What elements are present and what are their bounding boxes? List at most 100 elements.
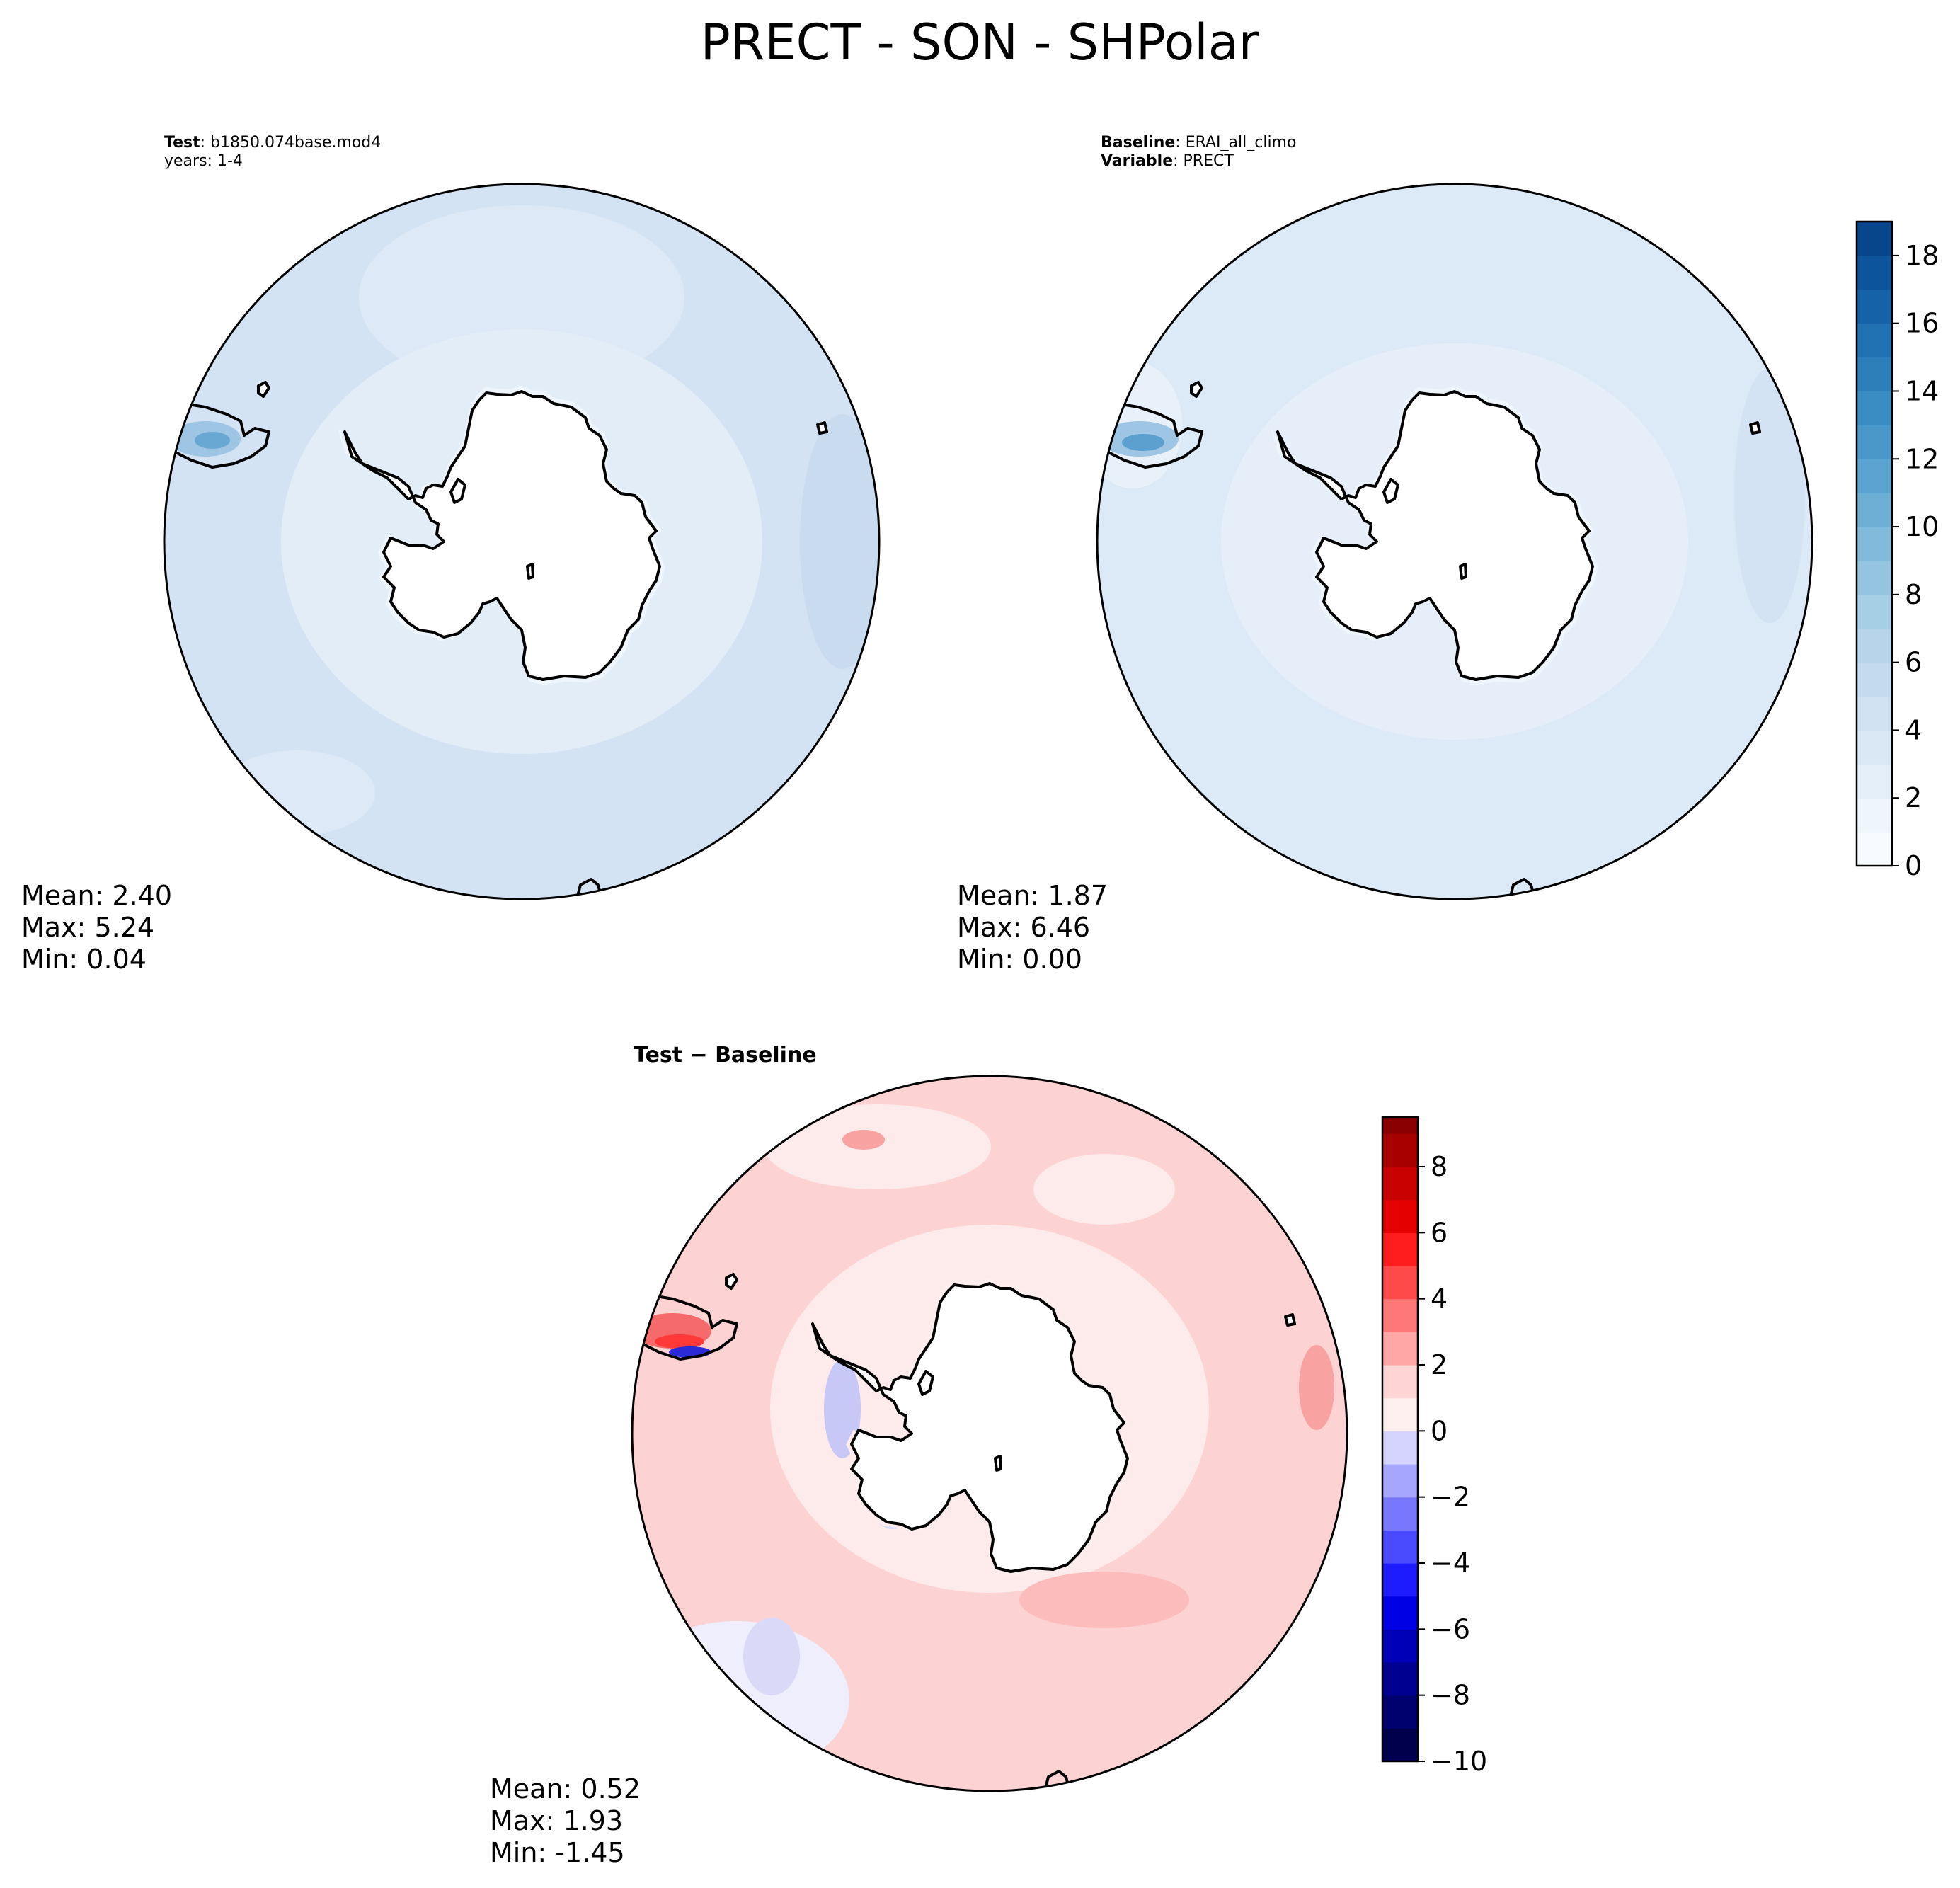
diff-colorbar-segment bbox=[1382, 1232, 1418, 1266]
diff-panel: Test − Baseline bbox=[490, 1043, 1487, 1868]
baseline-header-line2: Variable: PRECT bbox=[1101, 152, 1234, 170]
baseline-max: Max: 6.46 bbox=[957, 912, 1090, 943]
diff-colorbar-segment bbox=[1382, 1266, 1418, 1300]
test-header-line1: Test: b1850.074base.mod4 bbox=[164, 134, 381, 151]
diff-colorbar: −10 −8 −6 −4 −2 0 2 4 6 8 bbox=[1381, 1116, 1487, 1777]
baseline-colorbar-segment bbox=[1857, 255, 1892, 290]
test-years: years: 1-4 bbox=[164, 152, 243, 170]
test-label-key: Test bbox=[164, 134, 200, 151]
test-map bbox=[164, 184, 879, 899]
diff-mean: Mean: 0.52 bbox=[490, 1773, 641, 1804]
diff-colorbar-tick-label: 2 bbox=[1431, 1349, 1448, 1380]
diff-colorbar-tick-label: 4 bbox=[1431, 1283, 1448, 1315]
baseline-colorbar-tick-label: 10 bbox=[1905, 511, 1939, 542]
diff-colorbar-segment bbox=[1382, 1298, 1418, 1332]
baseline-colorbar-segment bbox=[1857, 594, 1892, 629]
diff-colorbar-tick-label: 6 bbox=[1431, 1217, 1448, 1248]
test-map-boundary bbox=[163, 183, 881, 900]
diff-colorbar-segment bbox=[1382, 1728, 1418, 1762]
test-mean: Mean: 2.40 bbox=[21, 880, 172, 911]
baseline-colorbar-segment bbox=[1857, 357, 1892, 392]
baseline-colorbar-segment bbox=[1857, 425, 1892, 459]
baseline-colorbar-tick-label: 16 bbox=[1905, 308, 1939, 339]
diff-max: Max: 1.93 bbox=[490, 1805, 623, 1836]
diff-colorbar-frame bbox=[1381, 1116, 1419, 1763]
baseline-mean: Mean: 1.87 bbox=[957, 880, 1108, 911]
test-south-america-coastline bbox=[164, 391, 270, 469]
baseline-panel: Baseline: ERAI_all_climo Variable: PRECT bbox=[957, 134, 1939, 975]
baseline-colorbar-frame bbox=[1855, 220, 1893, 867]
baseline-colorbar-segment bbox=[1857, 662, 1892, 697]
diff-colorbar-segment bbox=[1382, 1167, 1418, 1201]
diff-min: Min: -1.45 bbox=[490, 1837, 625, 1868]
baseline-colorbar-segment bbox=[1857, 222, 1892, 256]
baseline-colorbar-tick-label: 14 bbox=[1905, 375, 1939, 406]
diff-colorbar-segment bbox=[1382, 1199, 1418, 1233]
baseline-colorbar-segment bbox=[1857, 560, 1892, 595]
diff-colorbar-tick-label: −4 bbox=[1431, 1547, 1470, 1579]
diff-colorbar-segment bbox=[1382, 1530, 1418, 1564]
baseline-colorbar-segment bbox=[1857, 798, 1892, 833]
baseline-colorbar-segment bbox=[1857, 628, 1892, 663]
diff-colorbar-tick-label: −10 bbox=[1431, 1746, 1487, 1777]
diff-colorbar-tick-label: −2 bbox=[1431, 1482, 1470, 1513]
baseline-colorbar-tick-label: 0 bbox=[1905, 850, 1922, 881]
diff-colorbar-segment bbox=[1382, 1497, 1418, 1531]
baseline-colorbar: 0 2 4 6 8 10 12 14 16 18 bbox=[1855, 220, 1939, 881]
baseline-colorbar-tick-label: 18 bbox=[1905, 240, 1939, 271]
diff-colorbar-segment bbox=[1382, 1695, 1418, 1729]
baseline-map-boundary bbox=[1096, 183, 1813, 900]
baseline-label-key: Baseline bbox=[1101, 134, 1175, 151]
diff-label-a: Test bbox=[634, 1043, 682, 1068]
test-max: Max: 5.24 bbox=[21, 912, 154, 943]
baseline-colorbar-tick-label: 4 bbox=[1905, 714, 1922, 745]
diff-colorbar-segment bbox=[1382, 1397, 1418, 1431]
baseline-map bbox=[1097, 184, 1812, 899]
baseline-colorbar-segment bbox=[1857, 323, 1892, 358]
diff-colorbar-segment bbox=[1382, 1596, 1418, 1630]
diff-colorbar-segment bbox=[1382, 1117, 1418, 1134]
baseline-var-value: : PRECT bbox=[1173, 152, 1234, 170]
baseline-colorbar-segment bbox=[1857, 730, 1892, 765]
baseline-header-line1: Baseline: ERAI_all_climo bbox=[1101, 134, 1296, 151]
diff-south-america-coastline bbox=[632, 1283, 738, 1361]
baseline-colorbar-segment bbox=[1857, 493, 1892, 527]
baseline-colorbar-segment bbox=[1857, 832, 1892, 866]
baseline-colorbar-segment bbox=[1857, 391, 1892, 425]
baseline-label-value: : ERAI_all_climo bbox=[1175, 134, 1296, 151]
test-label-value: : b1850.074base.mod4 bbox=[200, 134, 382, 151]
diff-map bbox=[632, 1076, 1347, 1791]
diff-label-sep: − bbox=[682, 1043, 715, 1068]
baseline-colorbar-segment bbox=[1857, 764, 1892, 799]
baseline-var-key: Variable bbox=[1101, 152, 1173, 170]
baseline-colorbar-tick-label: 8 bbox=[1905, 579, 1922, 610]
baseline-colorbar-tick-label: 2 bbox=[1905, 782, 1922, 813]
diff-colorbar-segment bbox=[1382, 1133, 1418, 1167]
diff-label-b: Baseline bbox=[715, 1043, 817, 1068]
diff-colorbar-tick-label: −8 bbox=[1431, 1680, 1470, 1711]
diff-title: Test − Baseline bbox=[634, 1043, 817, 1068]
baseline-colorbar-segment bbox=[1857, 289, 1892, 324]
baseline-colorbar-segment bbox=[1857, 527, 1892, 561]
diff-map-boundary bbox=[631, 1075, 1348, 1792]
figure-title: PRECT - SON - SHPolar bbox=[701, 13, 1259, 71]
diff-colorbar-tick-label: −6 bbox=[1431, 1613, 1470, 1644]
diff-colorbar-segment bbox=[1382, 1629, 1418, 1663]
test-panel: Test: b1850.074base.mod4 years: 1-4 Mean… bbox=[21, 134, 881, 975]
diff-colorbar-segment bbox=[1382, 1563, 1418, 1597]
baseline-colorbar-segment bbox=[1857, 459, 1892, 493]
baseline-colorbar-tick-label: 6 bbox=[1905, 647, 1922, 678]
diff-colorbar-segment bbox=[1382, 1464, 1418, 1498]
baseline-colorbar-tick-label: 12 bbox=[1905, 443, 1939, 474]
baseline-colorbar-segment bbox=[1857, 696, 1892, 731]
test-min: Min: 0.04 bbox=[21, 944, 147, 975]
baseline-min: Min: 0.00 bbox=[957, 944, 1082, 975]
diff-colorbar-segment bbox=[1382, 1332, 1418, 1366]
diff-colorbar-segment bbox=[1382, 1662, 1418, 1696]
diff-colorbar-segment bbox=[1382, 1431, 1418, 1465]
diff-colorbar-segment bbox=[1382, 1365, 1418, 1399]
diff-colorbar-tick-label: 0 bbox=[1431, 1415, 1448, 1446]
diff-colorbar-tick-label: 8 bbox=[1431, 1151, 1448, 1182]
baseline-south-america-coastline bbox=[1097, 391, 1203, 469]
